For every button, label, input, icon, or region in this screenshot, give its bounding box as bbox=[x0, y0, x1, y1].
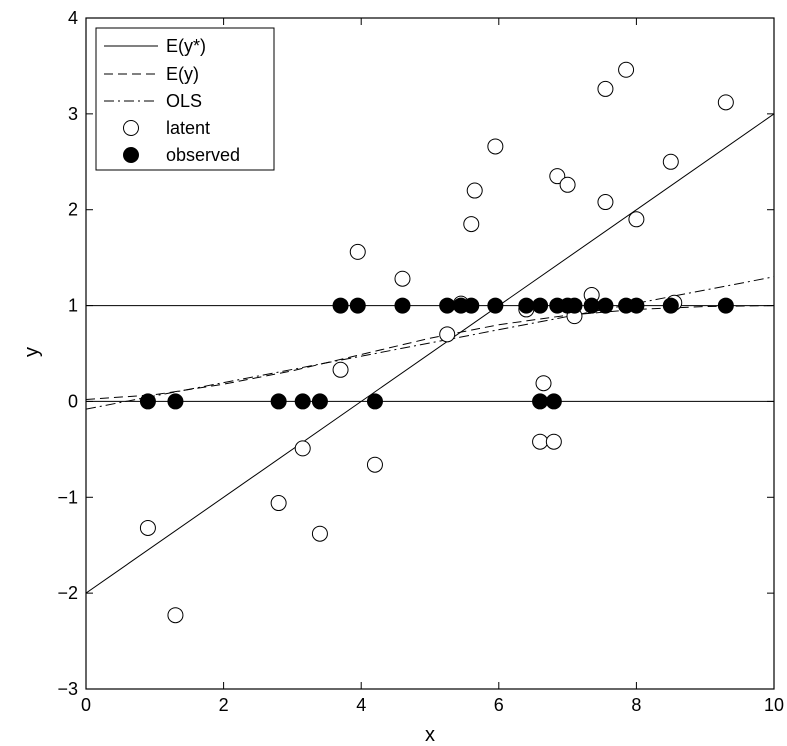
legend-label-observed: observed bbox=[166, 145, 240, 165]
legend-item-ols: OLS bbox=[104, 91, 202, 111]
latent-point bbox=[597, 80, 614, 97]
latent-point bbox=[167, 607, 184, 624]
legend-box bbox=[95, 27, 275, 171]
observed-point bbox=[597, 297, 614, 314]
latent-point bbox=[618, 61, 635, 78]
observed-point bbox=[311, 393, 328, 410]
reference-lines bbox=[86, 305, 774, 402]
legend-item-e-ystar: E(y*) bbox=[104, 36, 206, 56]
y-tick-label: 0 bbox=[68, 391, 78, 411]
legend-label-ols: OLS bbox=[166, 91, 202, 111]
latent-point bbox=[662, 153, 679, 170]
latent-point bbox=[597, 194, 614, 211]
y-tick-label: 3 bbox=[68, 104, 78, 124]
y-tick-label: −1 bbox=[57, 487, 78, 507]
x-tick-label: 10 bbox=[764, 695, 784, 715]
observed-point bbox=[717, 297, 734, 314]
observed-point bbox=[628, 297, 645, 314]
latent-point bbox=[394, 270, 411, 287]
observed-point bbox=[566, 297, 583, 314]
observed-point bbox=[270, 393, 287, 410]
observed-point bbox=[167, 393, 184, 410]
latent-point bbox=[439, 326, 456, 343]
plot-frame bbox=[85, 17, 775, 690]
series-line-ols bbox=[86, 276, 774, 410]
latent-point bbox=[270, 495, 287, 512]
observed-point bbox=[583, 297, 600, 314]
latent-point bbox=[463, 216, 480, 233]
latent-point bbox=[487, 138, 504, 155]
observed-point bbox=[439, 297, 456, 314]
y-tick-label: 4 bbox=[68, 8, 78, 28]
latent-point bbox=[349, 243, 366, 260]
observed-point bbox=[394, 297, 411, 314]
x-tick-label: 0 bbox=[81, 695, 91, 715]
legend-label-e-y: E(y) bbox=[166, 64, 199, 84]
legend-label-latent: latent bbox=[166, 118, 210, 138]
latent-point bbox=[311, 525, 328, 542]
latent-point bbox=[549, 168, 566, 185]
series-line-e-ystar bbox=[86, 113, 774, 594]
observed-point bbox=[294, 393, 311, 410]
legend-marker-open-circle bbox=[123, 120, 139, 136]
observed-point bbox=[332, 297, 349, 314]
series-lines bbox=[86, 113, 774, 594]
latent-point bbox=[628, 211, 645, 228]
legend-item-e-y: E(y) bbox=[104, 64, 199, 84]
latent-point bbox=[559, 176, 576, 193]
x-tick-label: 8 bbox=[631, 695, 641, 715]
latent-point bbox=[294, 440, 311, 457]
observed-point bbox=[349, 297, 366, 314]
legend-item-latent: latent bbox=[123, 118, 210, 138]
x-tick-label: 2 bbox=[219, 695, 229, 715]
x-axis-ticks: 0 2 4 6 8 10 bbox=[81, 18, 784, 715]
observed-point bbox=[487, 297, 504, 314]
latent-point bbox=[332, 361, 349, 378]
latent-point bbox=[717, 94, 734, 111]
latent-point bbox=[366, 456, 383, 473]
observed-point bbox=[545, 393, 562, 410]
x-tick-label: 6 bbox=[494, 695, 504, 715]
y-tick-label: −2 bbox=[57, 583, 78, 603]
observed-points bbox=[139, 297, 734, 410]
latent-point bbox=[545, 433, 562, 450]
latent-point bbox=[466, 182, 483, 199]
observed-point bbox=[518, 297, 535, 314]
observed-point bbox=[532, 393, 549, 410]
y-axis-label: y bbox=[21, 347, 43, 357]
legend-item-observed: observed bbox=[123, 145, 240, 165]
latent-point bbox=[139, 519, 156, 536]
series-line-e-y bbox=[86, 305, 774, 400]
latent-point bbox=[535, 375, 552, 392]
observed-point bbox=[463, 297, 480, 314]
y-axis-ticks: −3 −2 −1 0 1 2 3 4 bbox=[57, 8, 774, 699]
legend: E(y*) E(y) OLS latent observed bbox=[95, 27, 275, 171]
x-tick-label: 4 bbox=[356, 695, 366, 715]
observed-point bbox=[532, 297, 549, 314]
y-tick-label: 1 bbox=[68, 296, 78, 316]
legend-marker-filled-circle bbox=[123, 147, 139, 163]
y-tick-label: −3 bbox=[57, 679, 78, 699]
y-tick-label: 2 bbox=[68, 200, 78, 220]
observed-point bbox=[662, 297, 679, 314]
observed-point bbox=[139, 393, 156, 410]
latent-point bbox=[532, 433, 549, 450]
legend-label-e-ystar: E(y*) bbox=[166, 36, 206, 56]
observed-point bbox=[366, 393, 383, 410]
x-axis-label: x bbox=[425, 724, 435, 746]
